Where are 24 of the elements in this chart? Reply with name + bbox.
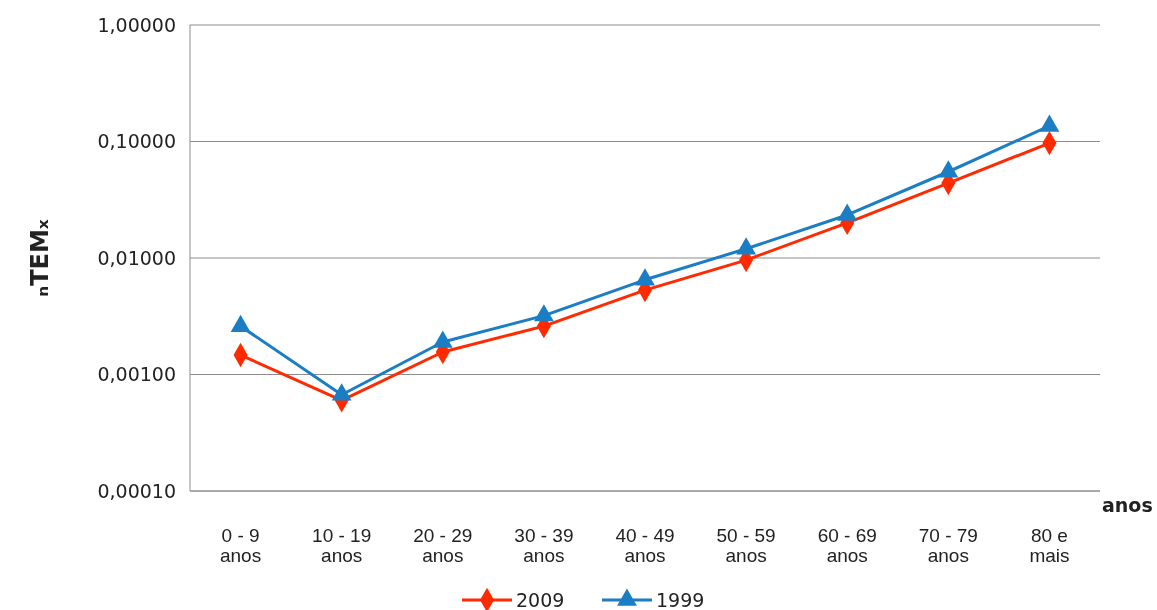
y-tick-label: 0,00100	[97, 363, 176, 386]
point	[938, 160, 959, 178]
x-tick-label: 80 e mais	[1029, 525, 1070, 566]
x-tick-label: 20 - 29 anos	[413, 525, 473, 566]
x-tick-label: 0 - 9 anos	[219, 525, 262, 566]
y-tick-label: 0,00010	[97, 479, 176, 502]
x-tick-label: 30 - 39 anos	[514, 525, 574, 566]
legend-label: 1999	[656, 589, 705, 610]
legend-label: 2009	[516, 589, 565, 610]
point	[533, 304, 554, 322]
y-tick-label: 0,10000	[97, 130, 176, 153]
x-tick-label: 10 - 19 anos	[312, 525, 372, 566]
x-tick-label: 40 - 49 anos	[615, 525, 675, 566]
y-axis-title: ₙTEMₓ	[26, 219, 54, 297]
x-tick-label: 60 - 69 anos	[817, 525, 877, 566]
point	[1039, 114, 1060, 132]
x-axis-title: anos	[1102, 494, 1153, 516]
point	[736, 237, 757, 255]
point	[837, 203, 858, 221]
x-tick-label: 50 - 59 anos	[716, 525, 776, 566]
y-tick-label: 1,00000	[97, 13, 176, 36]
y-tick-label: 0,01000	[97, 246, 176, 269]
point	[635, 268, 655, 286]
x-tick-label: 70 - 79 anos	[918, 525, 978, 566]
